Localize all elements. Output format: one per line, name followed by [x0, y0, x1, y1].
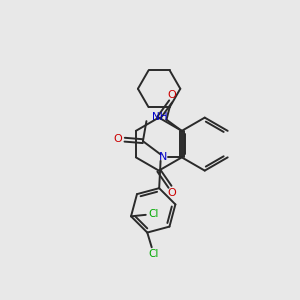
Text: Cl: Cl — [148, 249, 158, 259]
Text: N: N — [159, 152, 168, 162]
Text: O: O — [167, 188, 176, 198]
Text: Cl: Cl — [148, 209, 158, 219]
Text: NH: NH — [152, 112, 168, 122]
Text: O: O — [114, 134, 123, 144]
Text: O: O — [168, 90, 176, 100]
